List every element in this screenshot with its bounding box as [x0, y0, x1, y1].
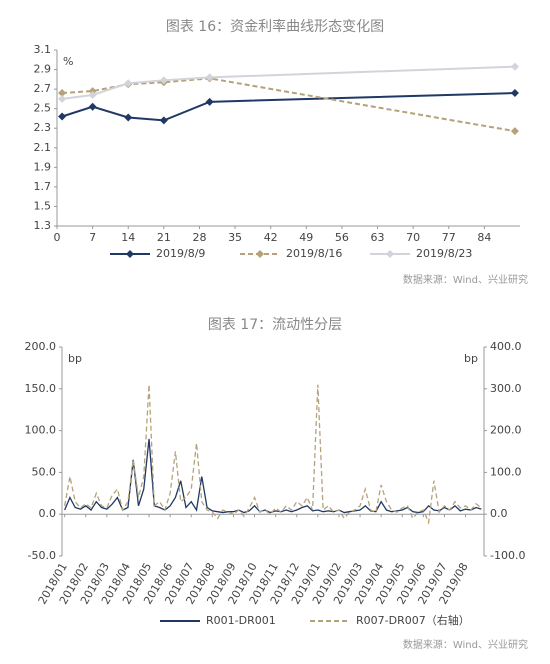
y2-tick-label: -100.0 — [490, 549, 525, 562]
x-tick-label: 21 — [157, 231, 171, 244]
legend-marker — [386, 250, 394, 258]
chart-title: 图表 17：流动性分层 — [208, 317, 342, 333]
y2-tick-label: 300.0 — [490, 382, 522, 395]
point-marker — [205, 73, 214, 82]
series-line — [64, 384, 482, 526]
legend-marker — [256, 250, 264, 258]
series-line — [62, 77, 516, 133]
y-tick-label: 1.9 — [34, 160, 52, 173]
source: 数据来源：Wind、兴业研究 — [403, 273, 528, 286]
point-marker — [58, 112, 67, 121]
y-tick-label: 1.7 — [34, 180, 52, 193]
y-tick-label: 2.9 — [34, 63, 52, 76]
y-unit: % — [63, 55, 73, 68]
point-marker — [124, 113, 133, 122]
y-tick-label: 2.1 — [34, 141, 52, 154]
x-tick-label: 56 — [335, 231, 349, 244]
point-marker — [88, 90, 97, 99]
legend-label: 2019/8/9 — [156, 247, 205, 260]
y2-tick-label: 400.0 — [490, 340, 522, 353]
point-marker — [205, 97, 214, 106]
x-tick-label: 7 — [89, 231, 96, 244]
y-tick-label: 200.0 — [25, 340, 57, 353]
point-marker — [88, 102, 97, 111]
y-tick-label: 2.5 — [34, 102, 52, 115]
y-tick-label: 1.3 — [34, 219, 52, 232]
y-tick-label: 1.5 — [34, 199, 52, 212]
y2-tick-label: 200.0 — [490, 424, 522, 437]
x-tick-label: 84 — [477, 231, 491, 244]
x-tick-label: 0 — [54, 231, 61, 244]
point-marker — [159, 76, 168, 85]
x-tick-label: 14 — [121, 231, 135, 244]
point-marker — [510, 89, 519, 98]
x-tick-label: 63 — [371, 231, 385, 244]
y-tick-label: 2.7 — [34, 82, 52, 95]
y-tick-label: 3.1 — [34, 43, 52, 56]
y-tick-label: 0.0 — [39, 507, 57, 520]
legend-label: R007-DR007（右轴） — [356, 613, 470, 627]
point-marker — [58, 94, 67, 103]
y-tick-label: 50.0 — [32, 465, 57, 478]
x-tick-label: 42 — [264, 231, 278, 244]
source: 数据来源：Wind、兴业研究 — [403, 638, 528, 651]
y-tick-label: -50.0 — [28, 549, 56, 562]
y2-tick-label: 100.0 — [490, 465, 522, 478]
point-marker — [124, 79, 133, 88]
point-marker — [159, 116, 168, 125]
y-tick-label: 2.3 — [34, 121, 52, 134]
y2-tick-label: 0.0 — [490, 507, 508, 520]
x-tick-label: 49 — [299, 231, 313, 244]
y-unit: bp — [68, 352, 82, 365]
x-tick-label: 35 — [228, 231, 242, 244]
chart-title: 图表 16：资金利率曲线形态变化图 — [166, 18, 384, 35]
y-tick-label: 100.0 — [25, 424, 57, 437]
x-tick-label: 70 — [406, 231, 420, 244]
series-line — [64, 438, 482, 514]
series-line — [61, 65, 515, 100]
y-tick-label: 150.0 — [25, 382, 57, 395]
series-line — [61, 92, 515, 122]
legend-label: 2019/8/16 — [286, 247, 342, 260]
x-tick-label: 28 — [192, 231, 206, 244]
x-tick-label: 77 — [442, 231, 456, 244]
point-marker — [510, 127, 519, 136]
point-marker — [58, 89, 67, 98]
y2-unit: bp — [464, 352, 478, 365]
point-marker — [510, 62, 519, 71]
legend-label: R001-DR001 — [206, 614, 276, 627]
legend-label: 2019/8/23 — [416, 247, 472, 260]
legend-marker — [126, 250, 134, 258]
